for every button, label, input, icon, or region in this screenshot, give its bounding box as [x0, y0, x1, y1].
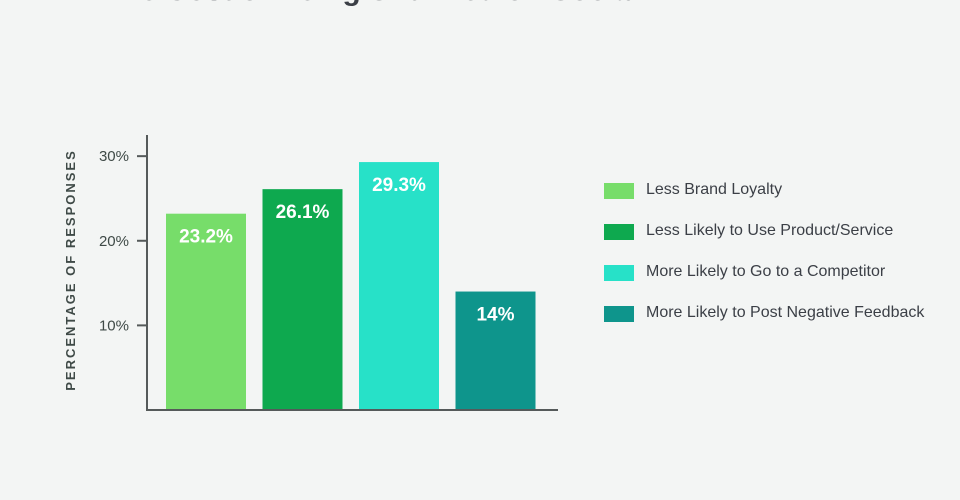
- bar-chart: PERCENTAGE OF RESPONSES 10%20%30% 23.2%2…: [63, 135, 558, 411]
- bar: [166, 213, 246, 410]
- legend-swatch: [604, 224, 634, 240]
- y-tick-label: 30%: [99, 148, 129, 165]
- bars: [166, 162, 536, 410]
- y-tick-label: 10%: [99, 317, 129, 334]
- legend-label: Less Brand Loyalty: [646, 181, 783, 198]
- legend-item-less-brand-loyalty: Less Brand Loyalty: [604, 178, 944, 202]
- legend: Less Brand Loyalty Less Likely to Use Pr…: [604, 178, 944, 342]
- bar-value-labels: 23.2% 26.1% 29.3% 14%: [179, 175, 515, 325]
- legend-label: Less Likely to Use Product/Service: [646, 222, 894, 239]
- y-axis-ticks: 10% 20% 30%: [99, 148, 147, 334]
- legend-item-go-to-competitor: More Likely to Go to a Competitor: [604, 260, 944, 284]
- legend-label: More Likely to Go to a Competitor: [646, 263, 886, 280]
- bar: [359, 162, 439, 410]
- y-tick-label: 20%: [99, 233, 129, 250]
- bar-value-label: 29.3%: [372, 175, 426, 196]
- bar-value-label: 23.2%: [179, 227, 233, 248]
- legend-label: More Likely to Post Negative Feedback: [646, 304, 925, 321]
- legend-item-post-negative-feedback: More Likely to Post Negative Feedback: [604, 301, 944, 325]
- legend-swatch: [604, 183, 634, 199]
- bar: [262, 189, 343, 410]
- bar-value-label: 14%: [476, 305, 514, 326]
- legend-swatch: [604, 265, 634, 281]
- legend-swatch: [604, 306, 634, 322]
- chart-title: The Cost of Being Shunned on Social: [104, 0, 639, 8]
- bar: [455, 291, 536, 410]
- y-axis-label: PERCENTAGE OF RESPONSES: [63, 149, 78, 391]
- bar-value-label: 26.1%: [276, 202, 330, 223]
- legend-item-less-likely-to-use: Less Likely to Use Product/Service: [604, 219, 944, 243]
